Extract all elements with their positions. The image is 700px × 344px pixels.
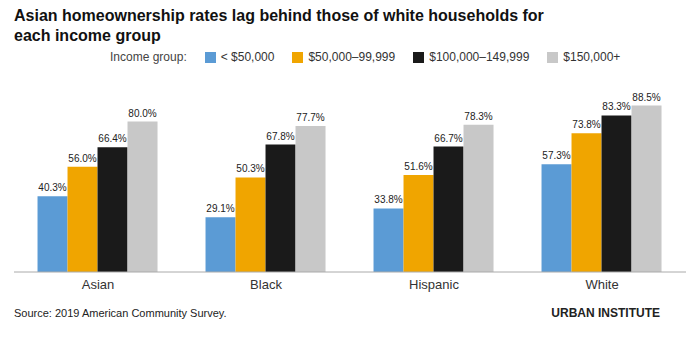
svg-text:56.0%: 56.0%	[68, 153, 96, 164]
svg-text:67.8%: 67.8%	[266, 131, 294, 142]
svg-text:51.6%: 51.6%	[404, 161, 432, 172]
svg-text:40.3%: 40.3%	[38, 182, 66, 193]
html-text:$100,000–149,999: $100,000–149,999	[429, 50, 530, 64]
svg-text:78.3%: 78.3%	[464, 111, 492, 122]
html-text:$150,000+: $150,000+	[563, 50, 621, 64]
html-text:< $50,000: < $50,000	[220, 50, 275, 64]
svg-text:Asian: Asian	[82, 277, 115, 292]
svg-text:80.0%: 80.0%	[128, 108, 156, 119]
svg-text:Hispanic: Hispanic	[409, 277, 459, 292]
html-text:Income group:: Income group:	[110, 50, 187, 64]
svg-text:77.7%: 77.7%	[296, 112, 324, 123]
html-text:Asian homeownership rates lag: Asian homeownership rates lag behind tho…	[14, 7, 544, 44]
svg-text:66.7%: 66.7%	[434, 133, 462, 144]
svg-text:Black: Black	[250, 277, 282, 292]
svg-text:73.8%: 73.8%	[572, 119, 600, 130]
svg-text:57.3%: 57.3%	[542, 150, 570, 161]
html-text:URBAN INSTITUTE: URBAN INSTITUTE	[551, 306, 660, 320]
html-text:Source: 2019 American Communit: Source: 2019 American Community Survey.	[14, 307, 227, 319]
svg-text:White: White	[585, 277, 618, 292]
svg-text:88.5%: 88.5%	[632, 92, 660, 103]
svg-text:29.1%: 29.1%	[206, 203, 234, 214]
svg-text:83.3%: 83.3%	[602, 101, 630, 112]
svg-text:50.3%: 50.3%	[236, 163, 264, 174]
svg-text:66.4%: 66.4%	[98, 133, 126, 144]
svg-text:33.8%: 33.8%	[374, 194, 402, 205]
html-text:$50,000–99,999: $50,000–99,999	[308, 50, 396, 64]
